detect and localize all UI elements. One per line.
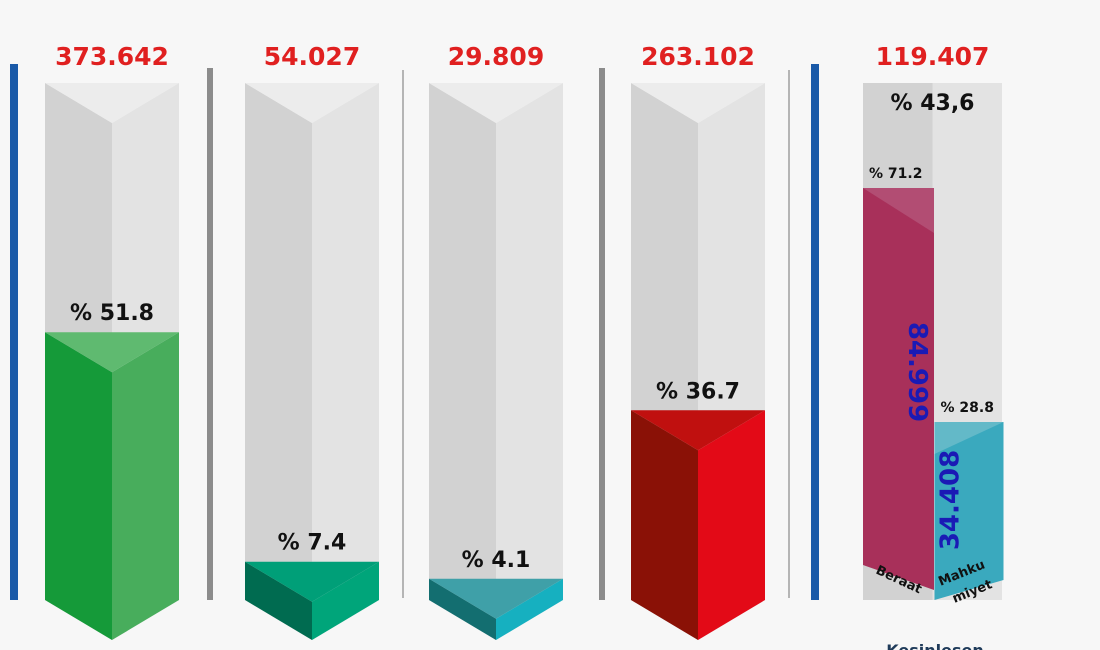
split-part-1-value-label: 84.999 <box>902 322 932 422</box>
bar-1-fill-top <box>45 332 179 373</box>
bar-2-fill-right <box>312 561 379 640</box>
bar-4-track-top <box>631 83 765 123</box>
bar-3-total-label: 29.809 <box>448 42 544 71</box>
split-part-2-percent-label: % 28.8 <box>941 400 994 416</box>
separator-line-6 <box>811 64 819 600</box>
bar-2-track-left <box>245 83 312 640</box>
bar-5-total-label: 119.407 <box>876 42 990 71</box>
bar-2-fill-top <box>245 561 379 602</box>
bar-4-fill-left <box>631 410 698 640</box>
bar-1-total-label: 373.642 <box>55 42 169 71</box>
bar-3-fill-right <box>496 578 563 640</box>
bar-3-fill-top <box>429 578 563 619</box>
separator-line-1 <box>10 64 18 600</box>
bar-3-percent-label: % 4.1 <box>462 548 531 573</box>
bar-2-percent-label: % 7.4 <box>278 531 347 556</box>
split-bar-caption: Kesinleşen <box>886 641 983 650</box>
bar-4-total-label: 263.102 <box>641 42 755 71</box>
bar-2-track-right <box>312 83 379 640</box>
bar-3-track-left <box>429 83 496 640</box>
bar-4-fill-top <box>631 410 765 451</box>
split-part-1-percent-label: % 71.2 <box>869 166 922 182</box>
bar-2-fill-left <box>245 561 312 640</box>
bar-1-percent-label: % 51.8 <box>70 301 154 326</box>
bar-4-fill-right <box>698 410 765 640</box>
split-part-1-fill <box>863 188 934 590</box>
split-part-2-value-label: 34.408 <box>936 450 966 550</box>
split-part-1-top <box>863 188 934 233</box>
separator-line-2 <box>207 68 213 600</box>
bar-5-percent-label: % 43,6 <box>891 91 975 116</box>
bar-1-fill-right <box>112 332 179 640</box>
bar-4-percent-label: % 36.7 <box>656 379 740 404</box>
separator-line-3 <box>402 70 404 598</box>
separator-line-4 <box>599 68 605 600</box>
bar-1-fill-left <box>45 332 112 640</box>
bar-2-track-top <box>245 83 379 123</box>
split-part-2-top <box>934 422 1004 454</box>
bar-3-track-top <box>429 83 563 123</box>
bar-1-track-top <box>45 83 179 123</box>
bar-3-track-right <box>496 83 563 640</box>
split-part-2-fill <box>934 422 1004 600</box>
separator-line-5 <box>788 70 790 598</box>
bar-3-fill-left <box>429 578 496 640</box>
bar-2-total-label: 54.027 <box>264 42 360 71</box>
